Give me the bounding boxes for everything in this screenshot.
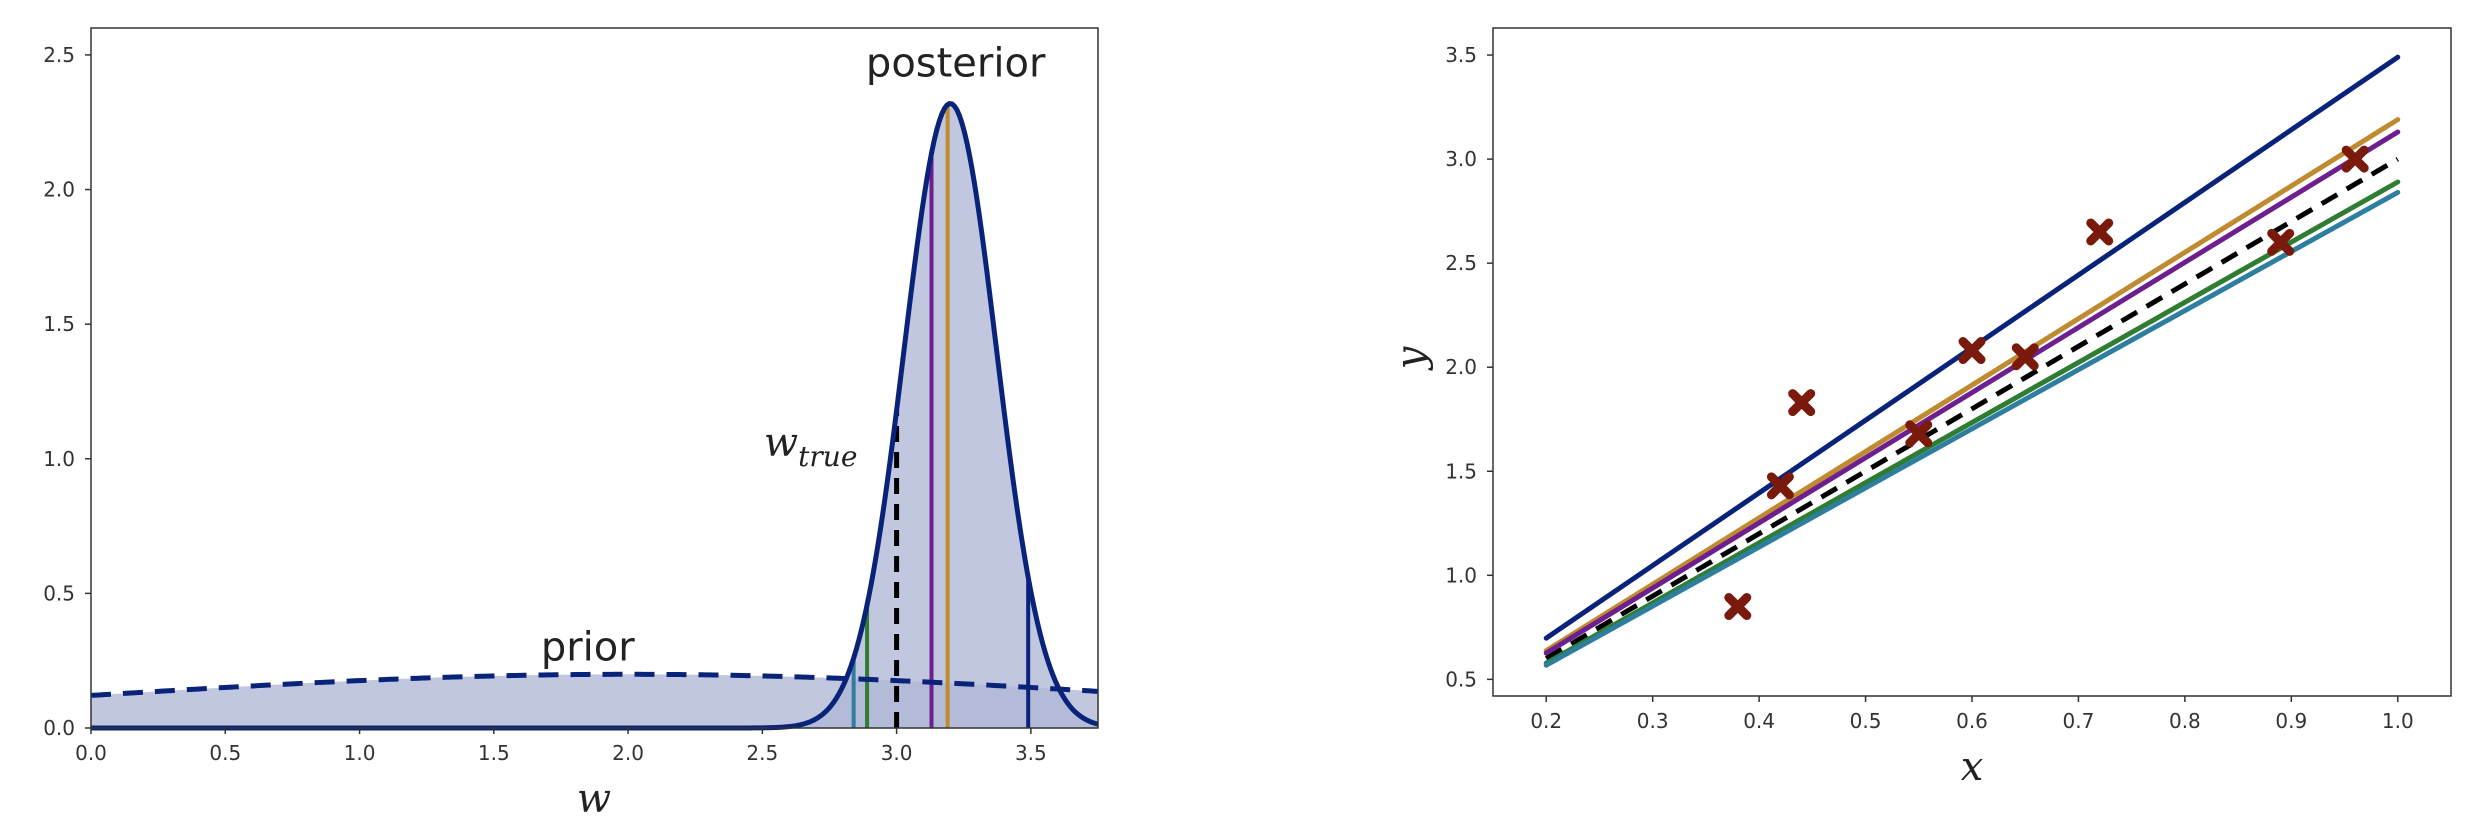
w-true-annotation: wtrue: [764, 420, 858, 473]
left-x-tick-label-2: 1.0: [344, 741, 376, 765]
left-y-tick-label-5: 2.5: [43, 43, 75, 67]
fit-line-5: [1543, 189, 2401, 668]
right-x-tick-label-5: 0.7: [2063, 709, 2095, 733]
right-y-tick-label-0: 0.5: [1445, 667, 1477, 691]
right-chart: 0.2 0.3 0.4 0.5 0.6 0.7 0.8 0.9 1.0 0.5 1.0 1.5 2.0 2…: [1388, 27, 2452, 790]
data-point-7: [2267, 228, 2295, 256]
right-y-tick-label-2: 1.5: [1445, 459, 1477, 483]
data-point-stroke-b: [2086, 218, 2114, 246]
left-x-tick-label-6: 3.0: [881, 741, 913, 765]
right-x-tick-label-6: 0.8: [2169, 709, 2201, 733]
left-y-tick-label-2: 1.0: [43, 447, 75, 471]
right-y-tick-label-5: 3.0: [1445, 147, 1477, 171]
fit-line-3: [1544, 156, 2400, 661]
right-ticks: 0.2 0.3 0.4 0.5 0.6 0.7 0.8 0.9 1.0 0.5 1.0 1.5 2.0 2…: [1445, 43, 2413, 733]
right-x-tick-label-1: 0.3: [1637, 709, 1669, 733]
left-y-tick-label-4: 2.0: [43, 178, 75, 202]
posterior-annotation: posterior: [866, 40, 1046, 86]
left-y-tick-label-0: 0.0: [43, 716, 75, 740]
right-x-tick-label-7: 0.9: [2275, 709, 2307, 733]
data-point-3: [1905, 420, 1933, 448]
left-chart: 0.0 0.5 1.0 1.5 2.0 2.5 3.0 3.5 0.0 0.5 1.0 1.5 2.0 2…: [43, 27, 1099, 822]
left-annotations: posterior prior wtrue: [541, 40, 1046, 670]
data-point-stroke-b: [1788, 389, 1816, 417]
fit-line-1: [1543, 117, 2401, 654]
left-ticks: 0.0 0.5 1.0 1.5 2.0 2.5 3.0 3.5 0.0 0.5 1.0 1.5 2.0 2…: [43, 43, 1047, 765]
left-x-tick-label-7: 3.5: [1015, 741, 1047, 765]
right-x-tick-label-0: 0.2: [1530, 709, 1562, 733]
data-point-stroke-b: [2011, 343, 2039, 371]
right-data-points: [1724, 145, 2369, 621]
data-point-6: [2086, 218, 2114, 246]
right-x-tick-label-2: 0.4: [1743, 709, 1775, 733]
data-point-4: [1958, 337, 1986, 365]
data-point-stroke-b: [2267, 228, 2295, 256]
right-plot-frame: [1492, 27, 2452, 697]
data-point-stroke-b: [1905, 420, 1933, 448]
w-true-subscript: true: [798, 440, 857, 473]
data-point-8: [2341, 145, 2369, 173]
data-point-stroke-b: [1958, 337, 1986, 365]
left-x-tick-label-3: 1.5: [478, 741, 510, 765]
data-point-5: [2011, 343, 2039, 371]
prior-curve: [90, 671, 1099, 698]
fit-line-4: [1543, 179, 2401, 666]
left-y-tick-label-3: 1.5: [43, 312, 75, 336]
right-x-tick-label-8: 1.0: [2382, 709, 2414, 733]
right-fit-lines: [1543, 54, 2401, 668]
data-point-stroke-b: [2341, 145, 2369, 173]
left-y-tick-label-1: 0.5: [43, 581, 75, 605]
data-point-stroke-b: [1766, 472, 1794, 500]
left-x-tick-label-5: 2.5: [746, 741, 778, 765]
left-x-tick-label-0: 0.0: [75, 741, 107, 765]
right-y-axis-label: y: [1388, 345, 1434, 371]
left-plot-frame: [90, 27, 1099, 729]
left-x-tick-label-1: 0.5: [209, 741, 241, 765]
right-y-tick-label-4: 2.5: [1445, 251, 1477, 275]
right-y-tick-label-3: 2.0: [1445, 355, 1477, 379]
left-x-tick-label-4: 2.0: [612, 741, 644, 765]
prior-annotation: prior: [541, 625, 635, 671]
left-sample-lines: [851, 104, 1031, 728]
right-y-tick-label-1: 1.0: [1445, 563, 1477, 587]
data-point-1: [1766, 472, 1794, 500]
left-x-axis-label: w: [577, 776, 611, 822]
data-point-0: [1724, 593, 1752, 621]
fit-line-2: [1543, 129, 2401, 656]
data-point-stroke-b: [1724, 593, 1752, 621]
right-x-tick-label-4: 0.6: [1956, 709, 1988, 733]
right-y-tick-label-6: 3.5: [1445, 43, 1477, 67]
right-x-axis-label: x: [1961, 744, 1984, 790]
data-point-2: [1788, 389, 1816, 417]
w-true-main: w: [764, 420, 798, 466]
right-x-tick-label-3: 0.5: [1850, 709, 1882, 733]
